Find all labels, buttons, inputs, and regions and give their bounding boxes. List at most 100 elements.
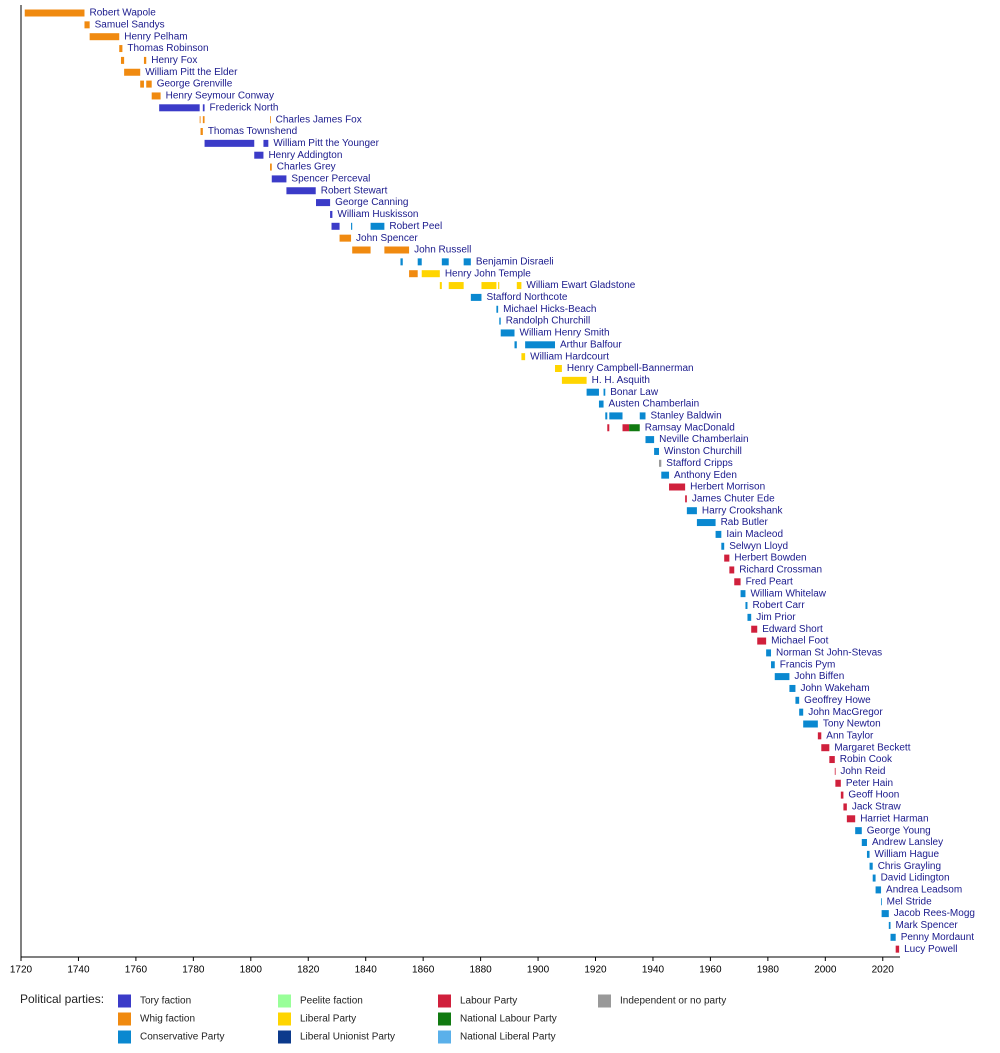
- term-bar: [821, 744, 830, 752]
- legend-swatch: [278, 1012, 291, 1026]
- leader-label: Anthony Eden: [674, 470, 737, 481]
- x-tick-label: 1840: [355, 965, 378, 976]
- legend-swatch: [278, 994, 291, 1008]
- term-bar: [561, 376, 587, 384]
- x-tick-label: 1860: [412, 965, 435, 976]
- term-bar: [555, 365, 562, 372]
- term-bar: [421, 270, 440, 278]
- term-bar: [384, 246, 410, 254]
- legend-label: Labour Party: [460, 996, 517, 1007]
- term-bar: [270, 163, 272, 171]
- term-bar: [463, 258, 471, 266]
- term-bar: [352, 246, 371, 254]
- term-bar: [286, 187, 316, 195]
- term-bar: [817, 732, 822, 740]
- term-bar: [370, 222, 385, 230]
- term-bar: [159, 104, 200, 112]
- term-bar: [721, 542, 725, 550]
- leader-label: Harry Crookshank: [702, 505, 784, 516]
- term-bar: [661, 471, 670, 479]
- term-bar: [124, 68, 141, 76]
- legend-swatch: [438, 1012, 451, 1026]
- term-bar: [869, 862, 873, 870]
- term-bar: [875, 886, 882, 894]
- legend-label: Liberal Party: [300, 1014, 356, 1025]
- term-bar: [751, 625, 758, 633]
- leader-label: George Canning: [335, 197, 408, 208]
- leader-label: Peter Hain: [846, 778, 893, 789]
- leader-label: Harriet Harman: [860, 813, 928, 824]
- leader-label: Thomas Robinson: [127, 43, 208, 54]
- leader-label: Margaret Beckett: [834, 742, 910, 753]
- term-bar: [789, 684, 796, 692]
- term-bar: [669, 483, 686, 491]
- term-bar: [151, 92, 161, 100]
- leader-label: Chris Grayling: [878, 861, 941, 872]
- leader-label: Samuel Sandys: [95, 19, 165, 30]
- term-bar: [757, 637, 767, 645]
- term-bar: [586, 388, 599, 396]
- term-bar: [835, 779, 841, 787]
- legend-swatch: [598, 994, 611, 1008]
- leader-label: Lucy Powell: [904, 944, 957, 955]
- leader-label: Henry Pelham: [124, 31, 187, 42]
- term-bar: [774, 673, 790, 681]
- leader-label: Ramsay MacDonald: [645, 422, 735, 433]
- x-tick-label: 1920: [584, 965, 607, 976]
- leader-label: Herbert Bowden: [734, 553, 806, 564]
- term-bar: [120, 56, 125, 64]
- leader-label: William Whitelaw: [750, 588, 826, 599]
- term-bar: [140, 80, 144, 88]
- term-bar: [204, 139, 255, 147]
- leader-label: James Chuter Ede: [692, 493, 775, 504]
- term-bar: [605, 412, 608, 420]
- term-bar: [834, 767, 836, 775]
- term-bar: [254, 151, 264, 159]
- term-bar: [146, 80, 152, 88]
- leader-label: Spencer Perceval: [291, 174, 370, 185]
- legend-label: National Liberal Party: [460, 1032, 556, 1043]
- term-bar: [603, 388, 606, 396]
- leader-label: Jim Prior: [756, 612, 796, 623]
- legend-title: Political parties:: [20, 992, 104, 1006]
- term-bar: [724, 554, 730, 562]
- leader-label: Geoffrey Howe: [804, 695, 871, 706]
- legend-label: Conservative Party: [140, 1032, 224, 1043]
- x-tick-label: 1820: [297, 965, 320, 976]
- leader-label: Selwyn Lloyd: [729, 541, 788, 552]
- term-bar: [202, 116, 205, 124]
- term-bar: [525, 341, 556, 349]
- term-bar: [645, 436, 655, 444]
- leader-label: Arthur Balfour: [560, 339, 622, 350]
- legend-label: Independent or no party: [620, 996, 726, 1007]
- leader-label: Robert Peel: [389, 221, 442, 232]
- leader-label: Francis Pym: [780, 659, 836, 670]
- legend-swatch: [118, 1030, 131, 1044]
- term-bar: [270, 116, 271, 124]
- leader-label: Herbert Morrison: [690, 482, 765, 493]
- legend-swatch: [118, 1012, 131, 1026]
- legend-swatch: [438, 994, 451, 1008]
- term-bar: [795, 696, 800, 704]
- leader-label: Bonar Law: [610, 387, 659, 398]
- term-bar: [481, 282, 497, 290]
- term-bar: [654, 447, 659, 455]
- leader-label: William Huskisson: [337, 209, 418, 220]
- leader-label: John Biffen: [794, 671, 844, 682]
- leader-label: William Pitt the Younger: [273, 138, 379, 149]
- leader-label: John Russell: [414, 245, 471, 256]
- leader-label: William Ewart Gladstone: [526, 280, 635, 291]
- term-bar: [499, 317, 501, 325]
- term-bar: [734, 578, 741, 586]
- term-bar: [339, 234, 352, 242]
- term-bar: [199, 116, 201, 124]
- leader-label: John Wakeham: [800, 683, 869, 694]
- leader-label: Stafford Northcote: [486, 292, 567, 303]
- term-bar: [330, 210, 333, 218]
- term-bar: [514, 341, 517, 349]
- term-bar: [521, 353, 526, 361]
- leader-label: Randolph Churchill: [506, 316, 591, 327]
- term-bar: [686, 507, 697, 515]
- x-tick-label: 1760: [125, 965, 148, 976]
